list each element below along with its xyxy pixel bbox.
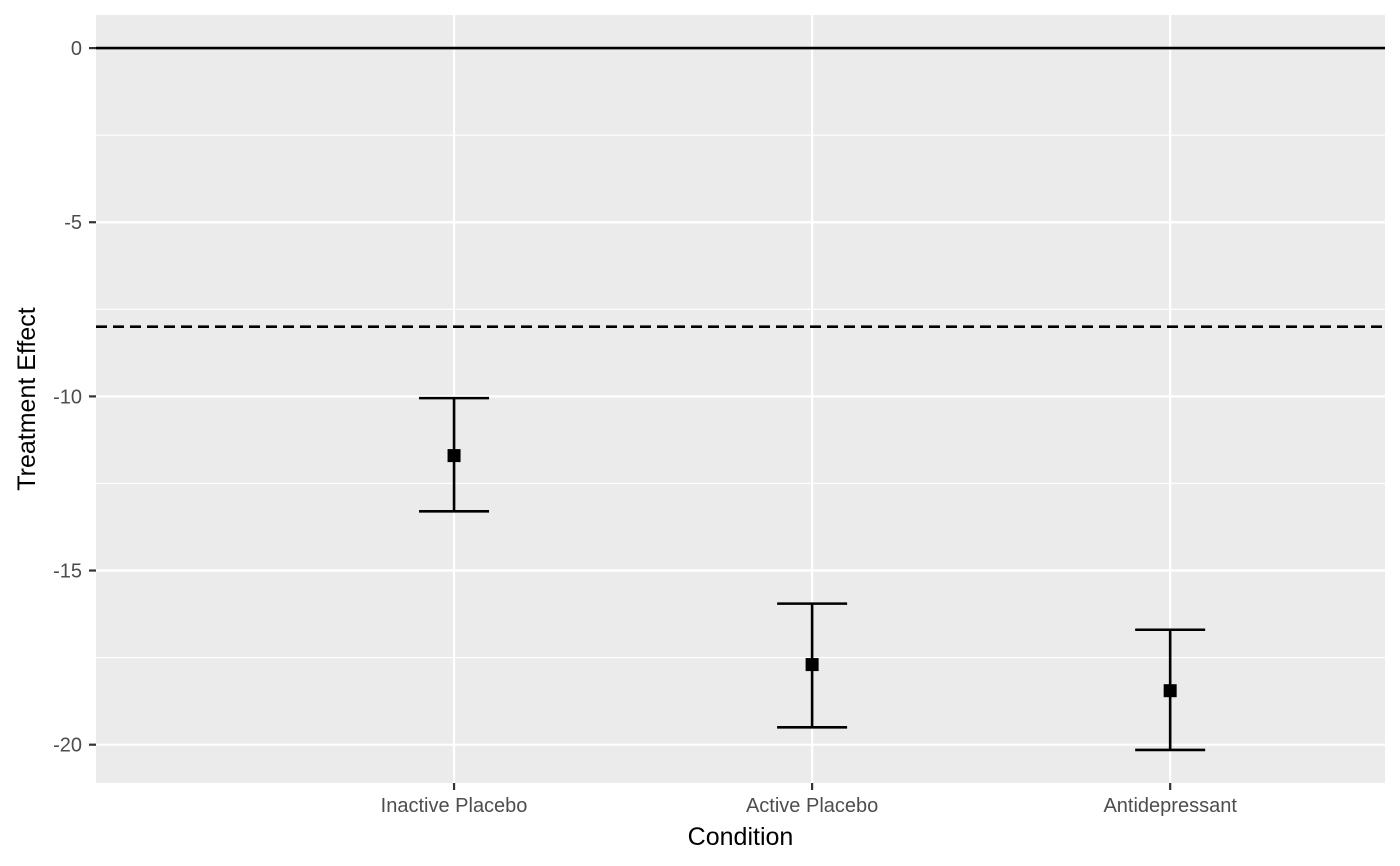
data-marks xyxy=(419,396,1206,752)
x-tick-label: Active Placebo xyxy=(746,795,878,817)
x-tick-label: Antidepressant xyxy=(1103,795,1237,817)
y-tick-label: -15 xyxy=(53,561,82,583)
y-tick-label: -5 xyxy=(64,212,82,234)
data-point xyxy=(1163,684,1177,698)
reference-lines xyxy=(96,46,1385,329)
x-axis: Inactive Placebo Active Placebo Antidepres… xyxy=(381,783,1237,817)
plot-panel xyxy=(96,15,1385,783)
y-tick-label: 0 xyxy=(71,38,82,60)
y-axis: 0 -5 -10 -15 -20 xyxy=(53,38,96,757)
data-point xyxy=(805,658,819,672)
y-axis-title: Treatment Effect xyxy=(13,307,41,490)
x-tick-label: Inactive Placebo xyxy=(381,795,528,817)
y-tick-label: -20 xyxy=(53,735,82,757)
data-point xyxy=(447,449,461,463)
x-axis-title: Condition xyxy=(688,823,794,851)
y-tick-label: -10 xyxy=(53,386,82,408)
